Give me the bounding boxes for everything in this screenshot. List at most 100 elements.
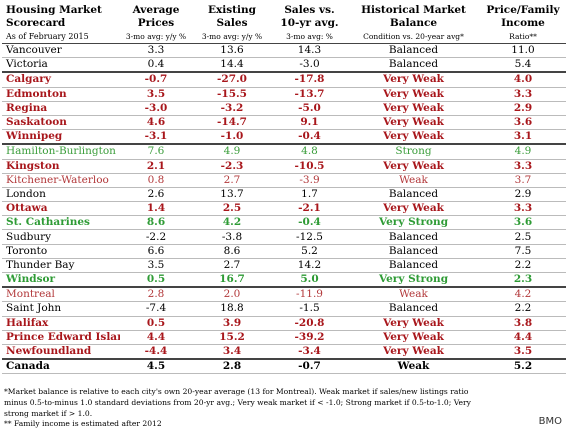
city-name: Vancouver bbox=[2, 43, 120, 59]
cell: Very Weak bbox=[347, 129, 480, 146]
column-unit: Condition vs. 20-year avg* bbox=[347, 30, 480, 44]
city-name: Saint John bbox=[2, 301, 120, 317]
city-name: Saskatoon bbox=[2, 115, 120, 131]
table-row: Kingston 2.1 -2.3 -10.5 Very Weak 3.3 bbox=[2, 159, 566, 174]
cell: -0.7 bbox=[272, 359, 347, 375]
units-row: As of February 2015 3-mo avg: y/y % 3-mo … bbox=[2, 30, 566, 44]
city-name: Kitchener-Waterloo bbox=[2, 173, 120, 188]
cell: 6.6 bbox=[120, 244, 192, 259]
cell: 4.2 bbox=[192, 215, 272, 231]
cell: 2.3 bbox=[480, 272, 566, 289]
city-name: Regina bbox=[2, 101, 120, 116]
credit: BMO bbox=[538, 416, 562, 427]
cell: 0.4 bbox=[120, 57, 192, 74]
header-row: Housing Market Scorecard Average Prices E… bbox=[2, 2, 566, 30]
column-header: Existing Sales bbox=[208, 4, 256, 29]
cell: 3.6 bbox=[480, 115, 566, 131]
cell: -20.8 bbox=[272, 316, 347, 331]
city-name: Hamilton-Burlington bbox=[2, 144, 120, 160]
cell: -3.0 bbox=[272, 57, 347, 74]
table-row: Toronto 6.6 8.6 5.2 Balanced 7.5 bbox=[2, 244, 566, 259]
date: As of February 2015 bbox=[2, 30, 120, 44]
table-row: Ottawa 1.4 2.5 -2.1 Very Weak 3.3 bbox=[2, 201, 566, 217]
cell: Weak bbox=[347, 287, 480, 303]
cell: 3.3 bbox=[120, 43, 192, 59]
cell: -39.2 bbox=[272, 330, 347, 345]
table-row: Canada 4.5 2.8 -0.7 Weak 5.2 bbox=[2, 359, 566, 375]
cell: 5.0 bbox=[272, 272, 347, 289]
cell: 0.5 bbox=[120, 272, 192, 289]
cell: -12.5 bbox=[272, 229, 347, 245]
table-row: St. Catharines 8.6 4.2 -0.4 Very Strong 3.6 bbox=[2, 215, 566, 231]
cell: -15.5 bbox=[192, 87, 272, 102]
city-name: Canada bbox=[2, 359, 120, 375]
cell: Balanced bbox=[347, 301, 480, 317]
cell: -3.2 bbox=[192, 101, 272, 116]
column-unit: 3-mo avg: y/y % bbox=[120, 30, 192, 44]
table-row: Vancouver 3.3 13.6 14.3 Balanced 11.0 bbox=[2, 43, 566, 59]
city-name: Windsor bbox=[2, 272, 120, 289]
cell: Very Weak bbox=[347, 115, 480, 131]
city-name: Kingston bbox=[2, 159, 120, 174]
table-row: Edmonton 3.5 -15.5 -13.7 Very Weak 3.3 bbox=[2, 87, 566, 102]
cell: 0.5 bbox=[120, 316, 192, 331]
cell: Very Weak bbox=[347, 344, 480, 361]
cell: -0.7 bbox=[120, 72, 192, 88]
cell: -13.7 bbox=[272, 87, 347, 102]
column-header: Sales vs. 10-yr avg. bbox=[280, 4, 339, 29]
cell: 7.6 bbox=[120, 144, 192, 160]
cell: -7.4 bbox=[120, 301, 192, 317]
table-row: Victoria 0.4 14.4 -3.0 Balanced 5.4 bbox=[2, 57, 566, 74]
cell: -2.2 bbox=[120, 229, 192, 245]
column-unit: 3-mo avg: y/y % bbox=[192, 30, 272, 44]
footnote: *Market balance is relative to each city… bbox=[4, 387, 471, 418]
cell: 3.1 bbox=[480, 129, 566, 146]
table-row: Calgary -0.7 -27.0 -17.8 Very Weak 4.0 bbox=[2, 72, 566, 88]
cell: 4.0 bbox=[480, 72, 566, 88]
table-row: London 2.6 13.7 1.7 Balanced 2.9 bbox=[2, 187, 566, 203]
cell: -2.3 bbox=[192, 159, 272, 174]
cell: 8.6 bbox=[192, 244, 272, 259]
column-header: Average Prices bbox=[132, 4, 180, 29]
cell: Very Weak bbox=[347, 159, 480, 174]
cell: -3.1 bbox=[120, 129, 192, 146]
city-name: Montreal bbox=[2, 287, 120, 303]
cell: 0.8 bbox=[120, 173, 192, 188]
cell: Very Weak bbox=[347, 316, 480, 331]
cell: -3.4 bbox=[272, 344, 347, 361]
cell: -4.4 bbox=[120, 344, 192, 361]
table-row: Thunder Bay 3.5 2.7 14.2 Balanced 2.2 bbox=[2, 258, 566, 274]
cell: Balanced bbox=[347, 244, 480, 259]
cell: -1.0 bbox=[192, 129, 272, 146]
cell: 4.8 bbox=[272, 144, 347, 160]
city-name: Halifax bbox=[2, 316, 120, 331]
cell: 5.2 bbox=[480, 359, 566, 375]
cell: Very Weak bbox=[347, 72, 480, 88]
city-name: Winnipeg bbox=[2, 129, 120, 146]
cell: 3.3 bbox=[480, 201, 566, 217]
table-row: Sudbury -2.2 -3.8 -12.5 Balanced 2.5 bbox=[2, 229, 566, 245]
cell: 8.6 bbox=[120, 215, 192, 231]
cell: 11.0 bbox=[480, 43, 566, 59]
cell: 7.5 bbox=[480, 244, 566, 259]
table-row: Kitchener-Waterloo 0.8 2.7 -3.9 Weak 3.7 bbox=[2, 173, 566, 188]
cell: 3.4 bbox=[192, 344, 272, 361]
cell: 4.5 bbox=[120, 359, 192, 375]
cell: 2.2 bbox=[480, 301, 566, 317]
cell: Weak bbox=[347, 359, 480, 375]
cell: Balanced bbox=[347, 57, 480, 74]
cell: 13.7 bbox=[192, 187, 272, 203]
table-row: Saskatoon 4.6 -14.7 9.1 Very Weak 3.6 bbox=[2, 115, 566, 131]
cell: Very Strong bbox=[347, 272, 480, 289]
cell: 2.8 bbox=[120, 287, 192, 303]
cell: 2.2 bbox=[480, 258, 566, 274]
table-row: Hamilton-Burlington 7.6 4.9 4.8 Strong 4.9 bbox=[2, 144, 566, 160]
cell: -5.0 bbox=[272, 101, 347, 116]
table-row: Halifax 0.5 3.9 -20.8 Very Weak 3.8 bbox=[2, 316, 566, 331]
table-row: Windsor 0.5 16.7 5.0 Very Strong 2.3 bbox=[2, 272, 566, 289]
cell: 3.5 bbox=[120, 87, 192, 102]
cell: 5.2 bbox=[272, 244, 347, 259]
cell: 5.4 bbox=[480, 57, 566, 74]
table-row: Winnipeg -3.1 -1.0 -0.4 Very Weak 3.1 bbox=[2, 129, 566, 146]
